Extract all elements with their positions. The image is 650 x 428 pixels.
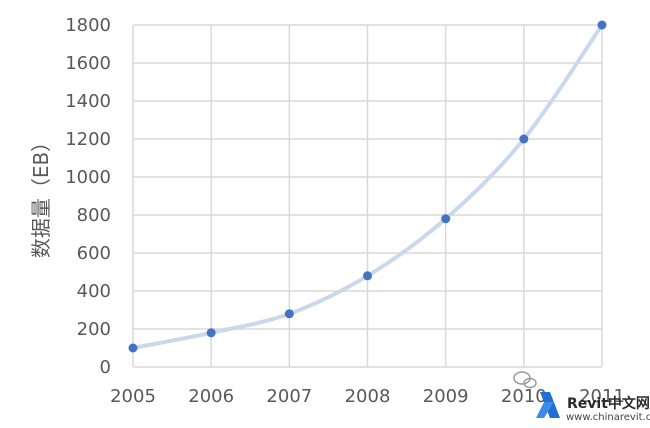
y-tick-label-600: 600: [77, 243, 111, 264]
data-point-2010: [519, 134, 529, 144]
y-tick-label-0: 0: [100, 357, 111, 378]
data-point-2007: [284, 309, 294, 319]
data-point-2006: [206, 328, 216, 338]
data-point-2008: [363, 271, 372, 281]
y-tick-label-1200: 1200: [65, 129, 111, 150]
y-tick-label-800: 800: [77, 205, 111, 226]
y-tick-label-400: 400: [77, 281, 111, 302]
data-point-2011: [597, 20, 607, 30]
x-axis-ticks: 2005 2006 2007 2008 2009 2010 2011: [110, 386, 625, 407]
y-tick-label-1400: 1400: [65, 91, 111, 112]
data-point-2009: [441, 214, 451, 224]
watermark: Revit中文网 www.chinarevit.com: [513, 371, 650, 423]
x-tick-label-2010: 2010: [501, 386, 547, 407]
x-tick-label-2006: 2006: [188, 386, 234, 407]
y-tick-label-200: 200: [77, 319, 111, 340]
y-tick-label-1000: 1000: [65, 167, 111, 188]
data-points: [128, 20, 607, 353]
x-tick-label-2008: 2008: [345, 386, 391, 407]
x-tick-label-2011: 2011: [579, 386, 625, 407]
revit-logo-icon: [536, 392, 560, 418]
x-tick-label-2005: 2005: [110, 386, 156, 407]
grid: [132, 24, 603, 368]
x-tick-label-2009: 2009: [423, 386, 469, 407]
y-axis-title: 数据量（EB）: [29, 132, 53, 258]
wechat-icon: [513, 371, 537, 389]
watermark-url: www.chinarevit.com: [566, 412, 650, 423]
y-axis-ticks: 0 200 400 600 800 1000 1200 1400 1600 1800: [65, 15, 111, 378]
data-point-2005: [128, 343, 138, 353]
watermark-brand: Revit中文网: [567, 395, 650, 412]
y-tick-label-1800: 1800: [65, 15, 111, 36]
y-tick-label-1600: 1600: [65, 53, 111, 74]
x-tick-label-2007: 2007: [266, 386, 312, 407]
